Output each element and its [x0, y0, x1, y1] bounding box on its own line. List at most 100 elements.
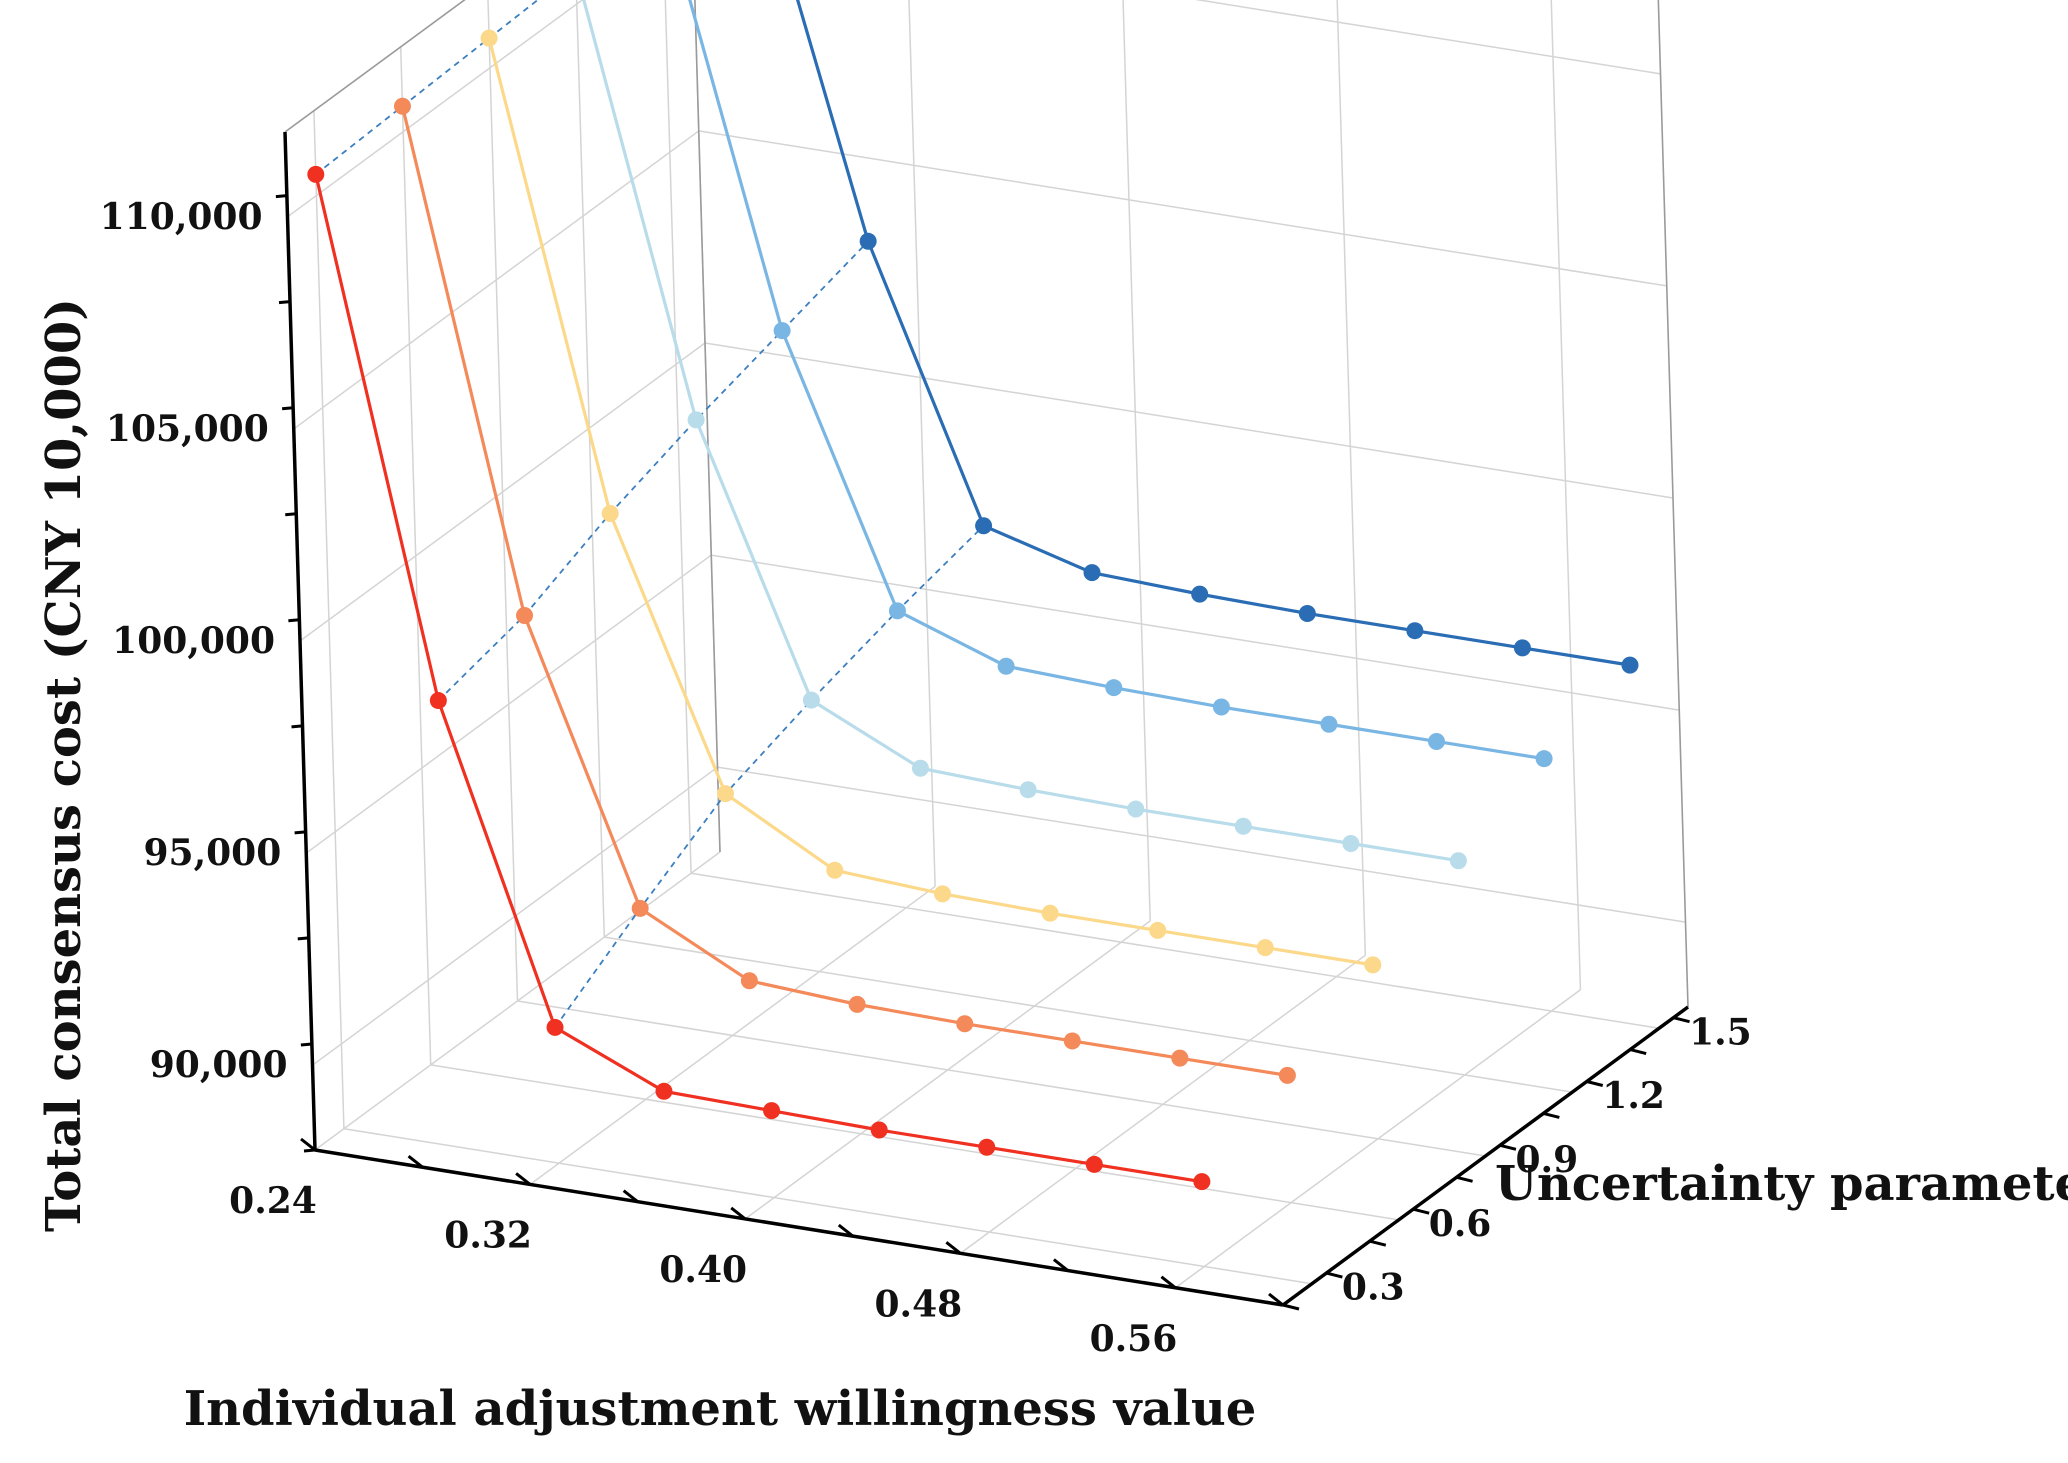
data-point: [601, 504, 619, 522]
data-point: [307, 165, 325, 183]
y-tick: [1412, 1207, 1430, 1215]
gridline-y-side: [399, 46, 432, 1065]
data-point: [911, 759, 929, 777]
chart-back-panels: [285, 0, 1688, 1305]
y-tick: [1456, 1175, 1473, 1183]
y-axis-line: [1281, 1005, 1690, 1307]
data-point: [1278, 1066, 1296, 1084]
x-tick-label: 0.40: [659, 1249, 747, 1291]
dashed-connector: [554, 525, 985, 1028]
data-point: [1234, 817, 1252, 835]
x-tick: [1268, 1292, 1284, 1307]
data-point: [956, 1015, 974, 1033]
x-axis-title: Individual adjustment willingness value: [184, 1381, 1257, 1437]
gridline-y-floor: [604, 936, 1573, 1093]
z-tick: [285, 512, 297, 517]
dashed-connector: [315, 0, 540, 176]
data-point: [975, 517, 993, 535]
data-point: [859, 232, 877, 250]
y-tick: [1326, 1271, 1343, 1279]
z-tick: [275, 194, 288, 199]
data-point: [888, 602, 906, 620]
data-point: [1298, 604, 1316, 622]
gridline-z-back: [717, 766, 1686, 923]
data-point: [1085, 1155, 1103, 1173]
data-point: [1364, 956, 1382, 974]
data-point: [1449, 852, 1467, 870]
data-point: [773, 322, 791, 340]
chart-labels: Individual adjustment willingness value …: [36, 196, 2068, 1437]
gridline-y-side: [664, 0, 692, 874]
data-point: [978, 1138, 996, 1156]
x-tick: [945, 1241, 962, 1255]
gridline-z-back: [711, 554, 1680, 711]
z-tick: [300, 1042, 313, 1047]
y-tick-label: 0.9: [1516, 1139, 1579, 1181]
y-tick: [1282, 1303, 1300, 1311]
x-tick: [730, 1206, 747, 1221]
y-tick-label: 1.2: [1602, 1075, 1665, 1117]
data-point: [429, 692, 447, 710]
chart-dashed-connectors: [315, 0, 985, 1028]
x-tick: [1160, 1275, 1177, 1289]
data-point: [716, 785, 734, 803]
data-point: [1428, 732, 1446, 750]
data-point: [1063, 1032, 1081, 1050]
z-tick-label: 105,000: [106, 408, 269, 450]
data-point: [826, 861, 844, 879]
z-tick: [281, 406, 294, 411]
gridline-y-floor: [517, 1000, 1486, 1157]
x-tick: [515, 1172, 532, 1186]
x-axis-line: [314, 1148, 1284, 1307]
data-point: [516, 606, 534, 624]
data-point: [1171, 1049, 1189, 1067]
x-tick: [407, 1155, 424, 1169]
gridline-y-side: [487, 0, 519, 1002]
x-tick: [300, 1137, 316, 1152]
data-point: [1406, 622, 1424, 640]
data-point: [1535, 750, 1553, 768]
z-tick-label: 100,000: [112, 620, 275, 662]
data-point: [1256, 939, 1274, 957]
gridline-x-back: [1336, 0, 1367, 956]
data-point: [740, 972, 758, 990]
x-tick-label: 0.32: [444, 1214, 532, 1256]
gridline-z-back: [698, 130, 1667, 287]
data-point: [1193, 1173, 1211, 1191]
data-point: [1342, 834, 1360, 852]
data-point: [870, 1121, 888, 1139]
data-point: [1019, 781, 1037, 799]
data-point: [1320, 715, 1338, 733]
z-tick: [291, 724, 303, 729]
gridline-y-side: [313, 110, 345, 1129]
data-point: [802, 691, 820, 709]
z-tick-label: 110,000: [100, 196, 263, 238]
data-point: [631, 899, 649, 917]
box-edge-back-corner: [694, 0, 721, 853]
data-point: [480, 29, 498, 47]
gridline-x-back: [908, 0, 936, 887]
gridline-y-floor: [343, 1127, 1313, 1285]
y-tick: [1369, 1239, 1387, 1247]
y-tick: [1542, 1111, 1560, 1119]
x-tick-label: 0.24: [229, 1180, 317, 1222]
x-tick: [622, 1189, 639, 1203]
gridline-x-back: [1122, 0, 1151, 921]
data-point: [997, 657, 1015, 675]
z-tick: [294, 830, 306, 835]
z-tick: [297, 936, 309, 941]
y-tick: [1586, 1080, 1604, 1087]
data-point: [1041, 904, 1059, 922]
side-wall-panel: [285, 0, 720, 1150]
gridline-x-back: [1550, 0, 1582, 990]
data-point: [848, 995, 866, 1013]
data-point: [1513, 639, 1531, 657]
chart-axes: [275, 0, 1690, 1311]
gridline-y-floor: [430, 1064, 1399, 1221]
data-point: [1621, 656, 1639, 674]
gridline-z-back: [704, 342, 1674, 499]
y-tick: [1629, 1048, 1647, 1056]
x-tick: [1052, 1258, 1069, 1272]
data-point: [763, 1102, 781, 1120]
y-tick: [1673, 1016, 1690, 1024]
